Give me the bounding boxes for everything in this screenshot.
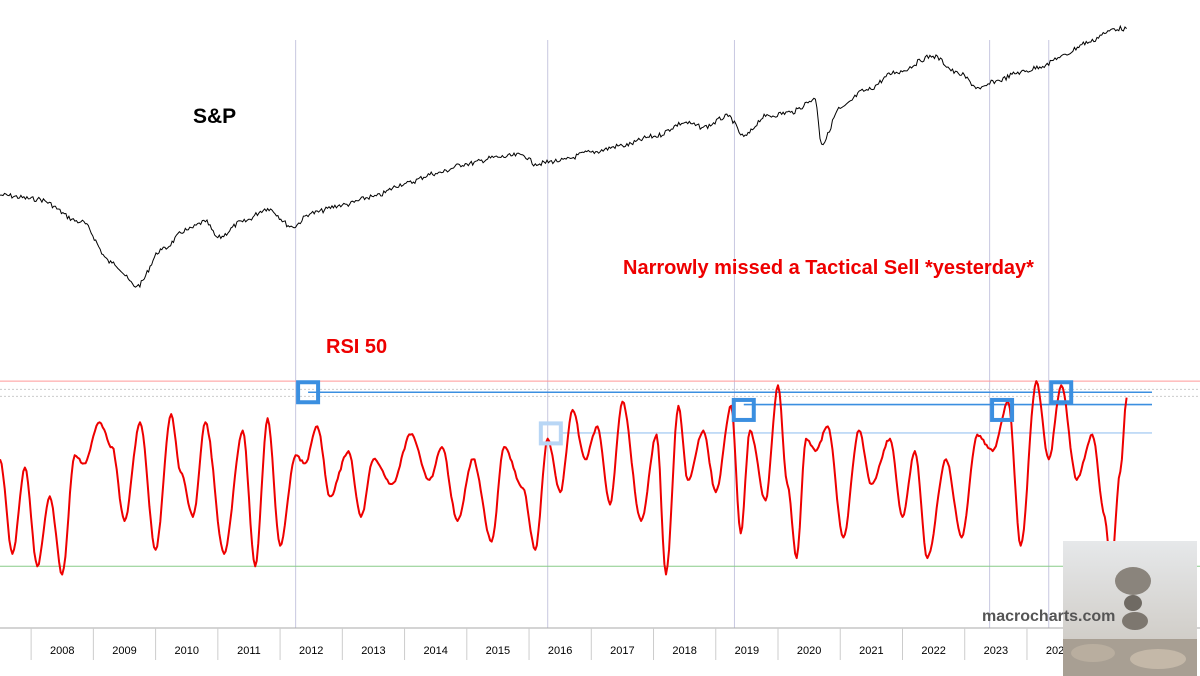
x-axis-tick-label: 2020	[797, 645, 821, 657]
rsi-level-lines	[0, 380, 1200, 567]
x-axis-tick-label: 2016	[548, 645, 572, 657]
signal-box	[538, 421, 563, 446]
x-axis-tick-label: 2015	[486, 645, 510, 657]
x-axis-tick-label: 2021	[859, 645, 883, 657]
sp-price-line	[0, 24, 1127, 289]
watermark-image	[1063, 541, 1197, 676]
signal-box	[296, 380, 321, 405]
tactical-sell-note: Narrowly missed a Tactical Sell *yesterd…	[623, 257, 1034, 279]
x-axis-tick-label: 2018	[672, 645, 696, 657]
rsi-label: RSI 50	[326, 336, 388, 358]
signal-markers	[296, 380, 1074, 446]
signal-box	[990, 397, 1015, 422]
x-axis-tick-label: 2017	[610, 645, 634, 657]
x-axis-tick-label: 2022	[921, 645, 945, 657]
x-axis-tick-label: 2014	[423, 645, 447, 657]
signal-box	[1049, 380, 1074, 405]
x-axis-tick-label: 2009	[112, 645, 136, 657]
x-axis-tick-label: 2008	[50, 645, 74, 657]
rsi-series	[0, 380, 1128, 576]
x-axis-tick-label: 2019	[735, 645, 759, 657]
sp-price-series	[0, 24, 1127, 289]
x-axis-tick-label: 2023	[984, 645, 1008, 657]
signal-box	[731, 397, 756, 422]
rsi-line	[0, 380, 1128, 576]
watermark-text: macrocharts.com	[982, 608, 1116, 625]
x-axis: 2008 2009 2010 2011 2012 2013 2014 2015 2016 2017…	[0, 627, 1200, 660]
x-axis-tick-label: 2013	[361, 645, 385, 657]
x-axis-tick-label: 2010	[174, 645, 198, 657]
sp-label: S&P	[193, 105, 237, 128]
x-axis-tick-label: 2011	[237, 645, 261, 657]
x-axis-tick-label: 2012	[299, 645, 323, 657]
vertical-reference-lines	[295, 40, 1050, 628]
